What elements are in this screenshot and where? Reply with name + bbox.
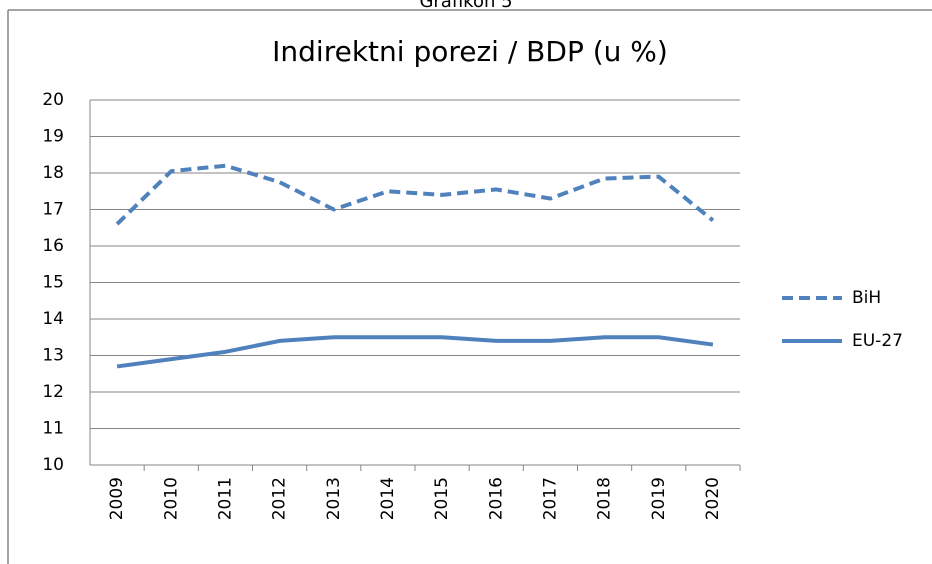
y-tick-label: 13 [42, 346, 64, 366]
x-tick-label: 2015 [432, 477, 452, 520]
x-tick-label: 2011 [215, 477, 235, 520]
x-tick-label: 2020 [703, 477, 723, 520]
y-tick-label: 14 [42, 309, 64, 329]
x-tick-label: 2018 [595, 477, 615, 520]
y-tick-label: 18 [42, 163, 64, 183]
x-tick-label: 2010 [161, 477, 181, 520]
y-tick-label: 17 [42, 200, 64, 220]
x-tick-label: 2009 [107, 477, 127, 520]
legend-label: EU-27 [852, 331, 903, 351]
y-tick-label: 15 [42, 273, 64, 293]
y-tick-label: 10 [42, 455, 64, 475]
y-tick-label: 19 [42, 127, 64, 147]
y-tick-label: 20 [42, 90, 64, 110]
x-tick-label: 2012 [270, 477, 290, 520]
x-tick-label: 2017 [540, 477, 560, 520]
x-tick-label: 2014 [378, 477, 398, 520]
x-tick-label: 2016 [486, 477, 506, 520]
y-tick-label: 16 [42, 236, 64, 256]
x-tick-label: 2019 [649, 477, 669, 520]
series-line [116, 335, 714, 369]
x-tick-label: 2013 [324, 477, 344, 520]
caption: Grafikon 5 [419, 0, 512, 12]
y-tick-label: 11 [42, 419, 64, 439]
series-line [115, 163, 715, 226]
chart-title: Indirektni porezi / BDP (u %) [272, 35, 668, 68]
y-tick-label: 12 [42, 382, 64, 402]
legend-label: BiH [852, 288, 881, 308]
